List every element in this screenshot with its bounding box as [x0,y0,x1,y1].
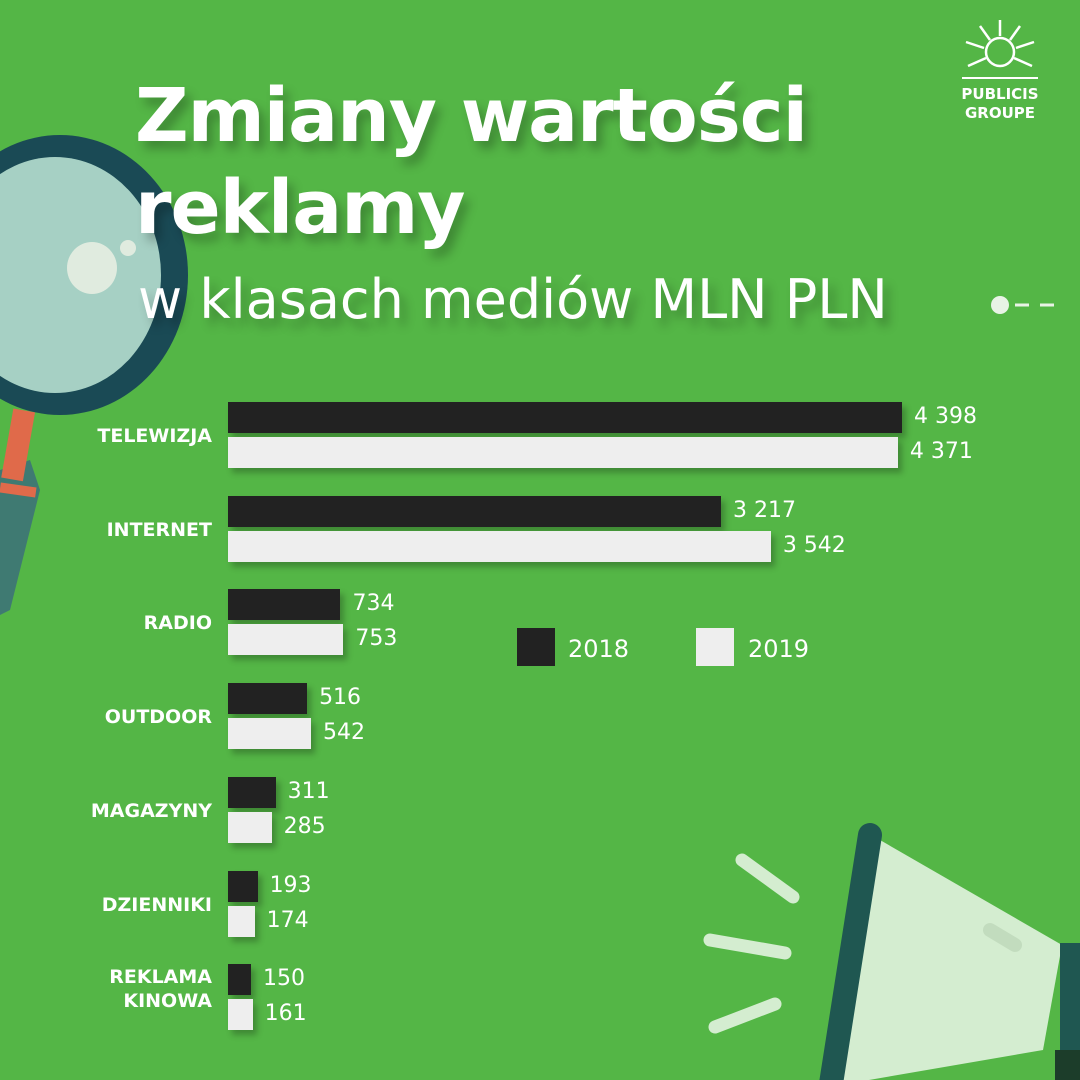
decorative-dot-dashes [991,296,1054,314]
value-label-2019: 3 542 [782,532,846,558]
legend-label-2019: 2019 [748,635,810,663]
bar-2018 [228,964,251,996]
logo-line2: GROUPE [964,104,1036,122]
bar-2018 [228,776,276,808]
category-label: MAGAZYNY [90,799,212,822]
category-label: DZIENNIKI [101,893,212,916]
value-label-2019: 285 [283,813,326,839]
bar-2019 [228,437,898,468]
publicis-logo: PUBLICIS GROUPE [940,18,1060,123]
category-label: OUTDOOR [104,706,212,729]
value-label-2018: 311 [287,778,330,804]
category-label: REKLAMA KINOWA [109,966,212,1013]
value-label-2018: 193 [269,872,312,898]
logo-line1: PUBLICIS [961,85,1039,103]
bar-2018 [228,870,258,902]
value-label-2018: 734 [352,591,395,617]
value-label-2019: 4 371 [909,439,973,464]
value-label-2018: 4 398 [914,404,977,429]
value-label-2018: 3 217 [733,497,796,523]
bar-2019 [228,811,272,843]
bar-2018 [228,402,902,433]
legend-label-2018: 2018 [568,635,630,663]
legend-swatch-2019 [696,628,734,666]
value-label-2018: 150 [262,966,305,992]
magnifying-glass-icon [0,135,188,615]
value-label-2019: 542 [323,720,366,746]
value-label-2019: 753 [355,626,398,652]
bar-2019 [228,624,344,656]
bar-2018 [228,683,308,715]
megaphone-icon [703,823,1080,1080]
value-label-2019: 174 [266,907,309,933]
bar-2018 [228,589,341,621]
bar-2018 [228,495,721,527]
chart-subtitle: w klasach mediów MLN PLN [138,268,888,331]
bar-2019 [228,530,771,562]
value-label-2018: 516 [319,685,362,711]
legend-swatch-2018 [517,628,555,666]
category-label: INTERNET [106,518,212,541]
bar-2019 [228,999,253,1031]
category-label: TELEWIZJA [97,425,212,447]
value-label-2019: 161 [264,1001,307,1027]
bar-2019 [228,718,312,750]
bar-2019 [228,905,255,937]
category-label: RADIO [143,612,212,635]
chart-title: Zmiany wartości reklamy [135,73,808,251]
lion-icon [962,20,1038,79]
